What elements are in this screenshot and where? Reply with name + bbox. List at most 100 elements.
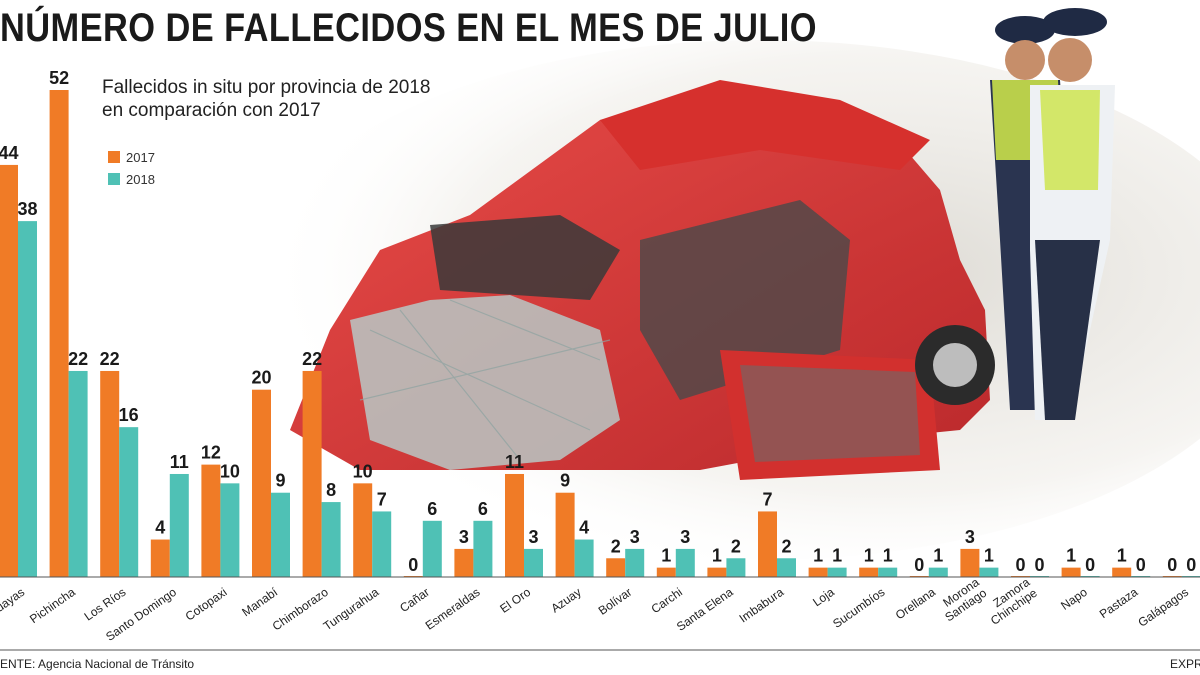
legend-label-2018: 2018 [126, 171, 155, 187]
tick-label-14: Santa Elena [674, 585, 736, 634]
chart-subtitle: Fallecidos in situ por provincia de 2018… [102, 76, 522, 122]
tick-label-20: ZamoraChinchipe [981, 575, 1040, 628]
data-label-2018-9: 6 [478, 499, 488, 519]
data-label-2017-13: 1 [661, 546, 671, 566]
data-label-2017-5: 20 [251, 368, 271, 388]
data-label-2017-23: 0 [1167, 555, 1177, 575]
data-label-2017-8: 0 [408, 555, 418, 575]
bar-2018-3 [169, 473, 189, 577]
subtitle-line-2: en comparación con 2017 [102, 100, 321, 121]
bar-2018-7 [372, 511, 392, 577]
data-label-2018-18: 1 [933, 546, 943, 566]
data-label-2017-12: 2 [611, 536, 621, 556]
data-label-2018-3: 11 [170, 452, 189, 472]
tick-label-13: Carchi [649, 585, 685, 616]
bar-2018-8 [422, 520, 442, 577]
bar-2018-15 [777, 558, 796, 577]
data-label-2017-16: 1 [813, 546, 823, 566]
traffic-officers [990, 8, 1115, 420]
bar-2018-16 [827, 567, 847, 577]
bar-2017-5 [252, 389, 271, 577]
data-label-2018-1: 22 [68, 349, 88, 369]
data-label-2017-19: 3 [965, 527, 975, 547]
tick-label-23: Galápagos [1135, 585, 1191, 630]
bar-2017-0 [0, 164, 18, 577]
tick-label-10: El Oro [497, 585, 533, 616]
bar-2017-10 [505, 473, 524, 577]
bar-2017-9 [454, 548, 474, 577]
data-label-2018-6: 8 [326, 480, 336, 500]
bar-2017-15 [758, 511, 777, 577]
bar-2018-10 [524, 548, 543, 577]
data-label-2017-1: 52 [49, 68, 69, 88]
bar-2018-12 [625, 548, 645, 577]
data-label-2018-2: 16 [119, 405, 139, 425]
bar-2018-18 [928, 567, 948, 577]
data-label-2018-5: 9 [275, 471, 285, 491]
data-label-2018-16: 1 [832, 546, 842, 566]
tick-label-1: Pichincha [27, 585, 78, 626]
bar-2017-16 [808, 567, 828, 577]
bar-2018-0 [18, 221, 37, 577]
bar-2017-21 [1061, 567, 1081, 577]
chart-title: NÚMERO DE FALLECIDOS EN EL MES DE JULIO [0, 6, 817, 50]
tick-label-12: Bolívar [596, 585, 635, 618]
bar-2018-19 [979, 567, 999, 577]
bar-2018-2 [119, 427, 139, 577]
bar-2017-3 [150, 539, 170, 577]
bar-2017-22 [1112, 567, 1132, 577]
data-label-2017-17: 1 [864, 546, 874, 566]
tick-label-4: Cotopaxi [183, 585, 230, 624]
bar-2018-14 [726, 558, 746, 577]
bar-2018-6 [321, 502, 341, 577]
tick-label-16: Loja [810, 585, 837, 610]
data-label-2018-23: 0 [1186, 555, 1196, 575]
data-label-2017-11: 9 [560, 471, 570, 491]
data-label-2017-2: 22 [100, 349, 120, 369]
data-label-2017-3: 4 [155, 518, 165, 538]
data-label-2018-15: 2 [781, 536, 791, 556]
bar-2018-5 [271, 492, 290, 577]
tick-label-5: Manabí [239, 585, 280, 620]
bar-2017-7 [353, 483, 373, 577]
data-label-2018-22: 0 [1136, 555, 1146, 575]
tick-label-19: MoronaSantiago [935, 575, 990, 624]
data-label-2018-0: 38 [17, 199, 37, 219]
tick-label-11: Azuay [548, 585, 583, 616]
bar-2017-17 [859, 567, 879, 577]
brand-logo-text: EXPRE [1170, 657, 1200, 671]
bar-2017-2 [100, 370, 120, 577]
data-label-2018-19: 1 [984, 546, 994, 566]
bar-2017-4 [201, 464, 221, 577]
tick-label-7: Tungurahua [321, 585, 382, 634]
bar-2017-13 [656, 567, 676, 577]
data-label-2017-9: 3 [459, 527, 469, 547]
data-label-2017-15: 7 [762, 489, 772, 509]
tick-label-18: Orellana [893, 585, 938, 623]
legend-item-2018: 2018 [108, 168, 155, 190]
bar-2018-9 [473, 520, 493, 577]
legend-label-2017: 2017 [126, 149, 155, 165]
data-label-2018-21: 0 [1085, 555, 1095, 575]
data-label-2018-11: 4 [579, 518, 589, 538]
bar-2018-11 [574, 539, 594, 577]
bar-2017-1 [49, 90, 69, 577]
data-label-2018-7: 7 [377, 489, 387, 509]
subtitle-line-1: Fallecidos in situ por provincia de 2018 [102, 77, 431, 98]
bar-2018-1 [68, 370, 88, 577]
bar-2017-14 [707, 567, 727, 577]
data-label-2017-20: 0 [1015, 555, 1025, 575]
data-label-2017-7: 10 [353, 461, 373, 481]
data-label-2017-14: 1 [712, 546, 722, 566]
legend: 2017 2018 [108, 146, 155, 190]
bar-2017-11 [555, 492, 575, 577]
legend-swatch-2018 [108, 173, 120, 185]
data-label-2017-0: 44 [0, 143, 19, 163]
data-label-2017-6: 22 [302, 349, 322, 369]
data-label-2017-4: 12 [201, 443, 221, 463]
bar-2017-12 [606, 558, 626, 577]
data-label-2018-4: 10 [220, 461, 240, 481]
